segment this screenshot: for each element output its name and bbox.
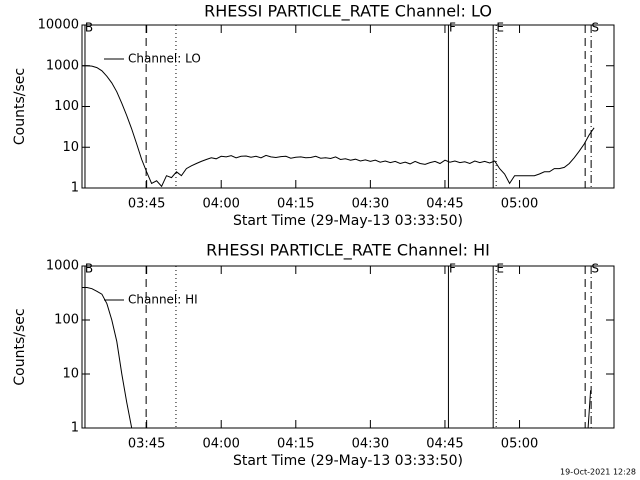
marker-label: E xyxy=(496,262,504,276)
x-tick-label: 05:00 xyxy=(501,437,538,452)
y-axis-label: Counts/sec xyxy=(12,68,28,145)
marker-label: E xyxy=(496,21,504,35)
x-tick-label: 03:45 xyxy=(128,437,165,452)
chart-title: RHESSI PARTICLE_RATE Channel: LO xyxy=(204,2,492,22)
x-axis-label: Start Time (29-May-13 03:33:50) xyxy=(233,453,463,469)
y-tick-label: 100 xyxy=(54,99,79,114)
x-tick-label: 04:45 xyxy=(426,197,463,212)
x-tick-label: 04:00 xyxy=(202,197,239,212)
marker-label: B xyxy=(85,262,93,276)
y-tick-label: 10 xyxy=(62,140,79,155)
legend-label: Channel: LO xyxy=(128,52,201,66)
x-tick-label: 05:00 xyxy=(501,197,538,212)
footer: 19-Oct-2021 12:28 xyxy=(560,468,636,477)
data-line xyxy=(82,287,592,429)
x-tick-label: 03:45 xyxy=(128,197,165,212)
y-axis-label: Counts/sec xyxy=(12,308,28,385)
x-tick-label: 04:15 xyxy=(277,437,314,452)
chart-title: RHESSI PARTICLE_RATE Channel: HI xyxy=(206,241,490,261)
x-tick-label: 04:00 xyxy=(202,437,239,452)
marker-label: F xyxy=(449,262,456,276)
data-line xyxy=(82,65,595,188)
x-tick-label: 04:15 xyxy=(277,197,314,212)
x-tick-label: 04:30 xyxy=(352,197,389,212)
marker-label: S xyxy=(591,21,599,35)
y-tick-label: 1 xyxy=(71,181,79,196)
x-tick-label: 04:30 xyxy=(352,437,389,452)
y-tick-label: 10 xyxy=(62,367,79,382)
x-tick-label: 04:45 xyxy=(426,437,463,452)
marker-label: B xyxy=(85,21,93,35)
y-tick-label: 1000 xyxy=(46,58,79,73)
plot-frame xyxy=(81,265,615,429)
legend-label: Channel: HI xyxy=(128,293,198,307)
y-tick-label: 100 xyxy=(54,313,79,328)
y-tick-label: 1 xyxy=(71,421,79,436)
x-axis-label: Start Time (29-May-13 03:33:50) xyxy=(233,213,463,229)
y-tick-label: 1000 xyxy=(46,259,79,274)
y-tick-label: 10000 xyxy=(38,18,79,33)
marker-label: F xyxy=(449,21,456,35)
marker-label: S xyxy=(591,262,599,276)
